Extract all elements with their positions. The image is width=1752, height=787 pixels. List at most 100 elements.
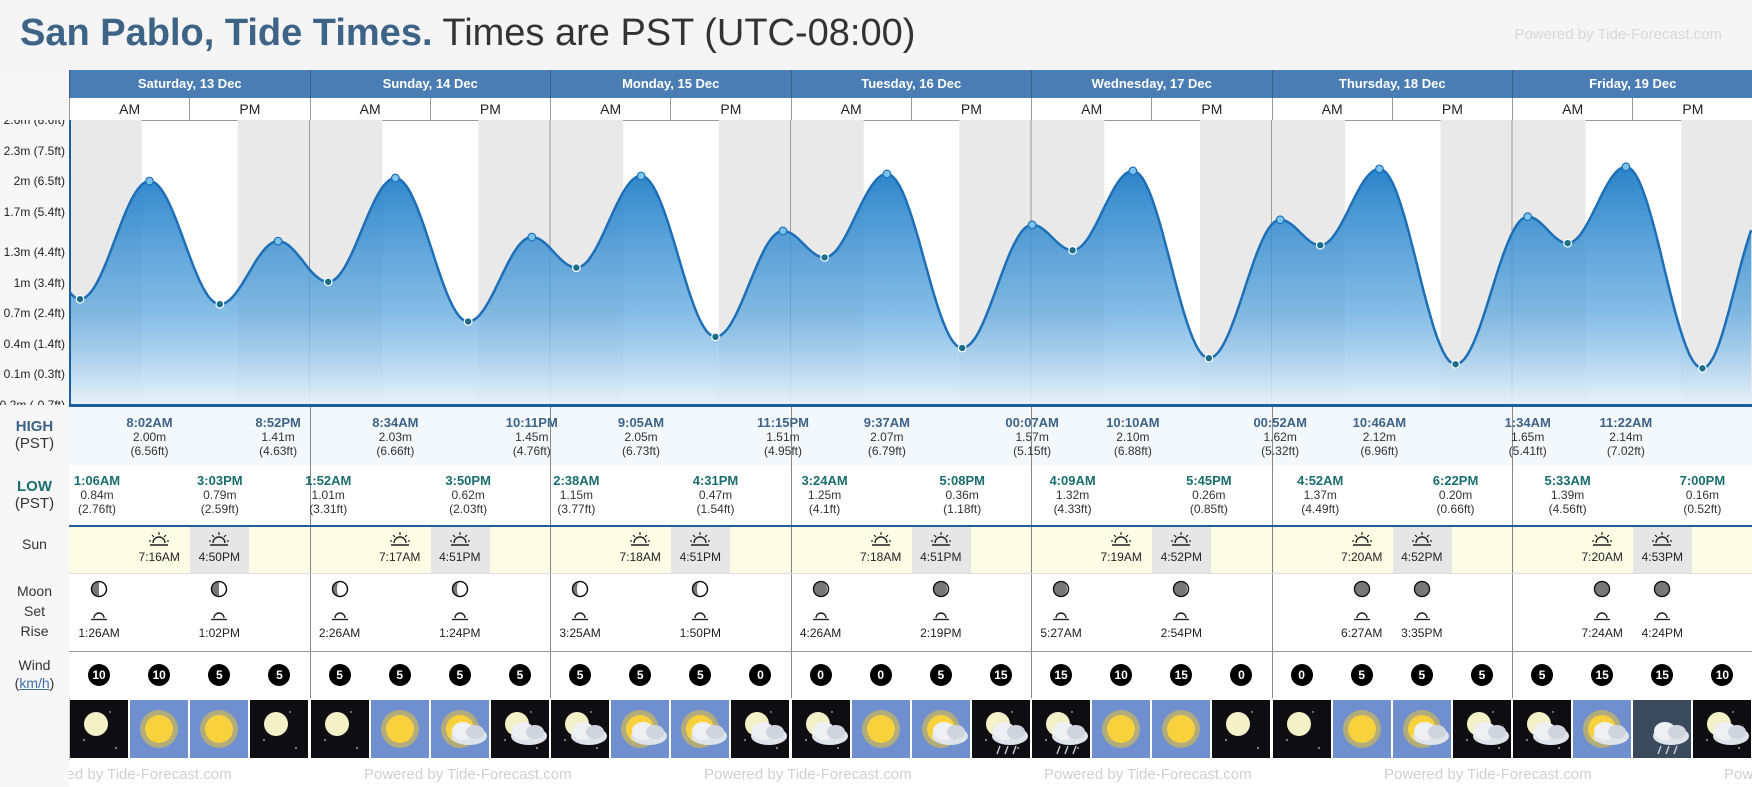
day-separator bbox=[309, 574, 311, 651]
day-separator bbox=[309, 407, 311, 465]
y-tick-label: 2m (6.5ft) bbox=[13, 174, 65, 189]
low-tide-point bbox=[1315, 240, 1325, 250]
timezone-note: Times are PST (UTC-08:00) bbox=[442, 12, 916, 54]
tide-height-ft: (1.18ft) bbox=[943, 502, 982, 516]
sun-time: 7:17AM bbox=[379, 550, 421, 564]
moon-phase-icon bbox=[432, 580, 488, 601]
moon-time: 2:54PM bbox=[1160, 626, 1202, 640]
sunset-entry: 4:51PM bbox=[913, 531, 969, 564]
moonrise-icon bbox=[672, 609, 728, 624]
tide-height-ft: (5.15ft) bbox=[1013, 444, 1052, 458]
tide-time: 6:22PM bbox=[1432, 473, 1479, 488]
sunrise-icon bbox=[372, 531, 428, 550]
wind-speed-icon: 10 bbox=[88, 664, 111, 686]
moon-time: 2:26AM bbox=[318, 626, 361, 640]
sunset-entry: 4:52PM bbox=[1153, 531, 1209, 564]
day-separator bbox=[1512, 465, 1513, 525]
tide-time: 5:45PM bbox=[1186, 473, 1232, 488]
low-tide-point bbox=[820, 253, 829, 262]
title-bar: San Pablo, Tide Times. Times are PST (UT… bbox=[0, 0, 1752, 70]
tide-height-ft: (1.54ft) bbox=[696, 502, 735, 516]
moon-time: 1:26AM bbox=[78, 626, 120, 640]
tide-height-ft: (4.1ft) bbox=[808, 502, 841, 516]
high-tide-point bbox=[1523, 212, 1533, 222]
sunset-entry: 4:51PM bbox=[432, 531, 488, 564]
day-separator bbox=[309, 465, 311, 525]
kmh-unit-link[interactable]: km/h bbox=[19, 675, 50, 691]
high-tide-point bbox=[1027, 220, 1037, 230]
tide-height-m: 2.07m bbox=[870, 430, 904, 444]
moon-phase-icon bbox=[191, 580, 247, 601]
day-header: Tuesday, 16 Dec bbox=[790, 70, 1032, 98]
sunrise-entry: 7:18AM bbox=[853, 531, 909, 564]
tide-time: 4:31PM bbox=[692, 473, 739, 488]
tide-height-ft: (4.33ft) bbox=[1053, 502, 1092, 516]
wind-speed-icon: 5 bbox=[388, 664, 411, 686]
sun-time: 4:52PM bbox=[1160, 550, 1202, 564]
footer-watermark-row: Powered by Tide-Forecast.com Powered by T… bbox=[69, 760, 1752, 787]
pm-label: PM bbox=[1632, 98, 1752, 120]
tide-height-ft: (6.79ft) bbox=[867, 444, 906, 458]
tide-time: 00:52AM bbox=[1253, 415, 1307, 430]
wind-speed-icon: 0 bbox=[1230, 664, 1253, 686]
moon-entry: 3:25AM bbox=[552, 580, 608, 640]
tide-height-m: 2.00m bbox=[132, 430, 167, 444]
high-tide-entry: 9:05AM 2.05m (6.73ft) bbox=[606, 416, 676, 459]
high-tide-point bbox=[1374, 164, 1384, 174]
tide-time: 5:08PM bbox=[939, 473, 985, 488]
sun-weather-icon bbox=[1152, 700, 1211, 758]
day-separator bbox=[1512, 527, 1513, 573]
day-separator bbox=[1031, 527, 1032, 573]
day-separator bbox=[1031, 465, 1032, 525]
sunrise-icon bbox=[1574, 531, 1630, 550]
moon-entry: 7:24AM bbox=[1574, 580, 1630, 640]
sun-time: 4:52PM bbox=[1401, 550, 1443, 564]
low-tide-entry: 4:31PM 0.47m (1.54ft) bbox=[681, 473, 751, 517]
wind-speed-icon: 5 bbox=[929, 664, 952, 686]
moon-phase-icon bbox=[913, 580, 969, 601]
moon-time: 4:26AM bbox=[799, 626, 842, 640]
low-tide-entry: 4:52AM 1.37m (4.49ft) bbox=[1285, 474, 1355, 517]
wind-speed-icon: 5 bbox=[1410, 664, 1433, 686]
am-label: AM bbox=[550, 98, 670, 120]
powered-by-watermark: Powered by Tide-Forecast.com bbox=[1724, 766, 1752, 783]
low-tide-entry: 6:22PM 0.20m (0.66ft) bbox=[1421, 473, 1491, 517]
moon-entry: 2:19PM bbox=[913, 580, 969, 640]
wind-speed-icon: 5 bbox=[569, 664, 592, 686]
moonrise-icon bbox=[432, 609, 488, 624]
day-separator bbox=[1512, 652, 1513, 698]
moonrise-icon bbox=[793, 609, 849, 624]
high-tide-entry: 10:11PM 1.45m (4.76ft) bbox=[497, 416, 567, 459]
wind-speed-icon: 5 bbox=[689, 664, 712, 686]
moon-cloud-weather-icon bbox=[1513, 700, 1572, 758]
sun-weather-icon bbox=[370, 700, 429, 758]
powered-by-watermark: Powered by Tide-Forecast.com bbox=[364, 766, 572, 783]
moon-time: 6:27AM bbox=[1341, 626, 1383, 640]
location-name: San Pablo, Tide Times. bbox=[20, 12, 433, 54]
sunrise-entry: 7:17AM bbox=[372, 531, 428, 564]
high-tide-entry: 00:07AM 1.57m (5.15ft) bbox=[997, 416, 1067, 459]
sun-cloud-weather-icon bbox=[611, 700, 670, 758]
powered-by-watermark: Powered by Tide-Forecast.com bbox=[704, 766, 912, 783]
sunset-icon bbox=[191, 531, 247, 550]
moonrise-icon bbox=[1574, 609, 1630, 624]
tide-height-m: 0.79m bbox=[203, 488, 237, 502]
tide-height-ft: (6.56ft) bbox=[130, 444, 169, 458]
low-tide-entry: 3:50PM 0.62m (2.03ft) bbox=[433, 474, 503, 517]
tide-height-m: 2.10m bbox=[1116, 430, 1150, 444]
moon-entry: 1:02PM bbox=[191, 580, 247, 640]
moon-time: 5:27AM bbox=[1040, 626, 1082, 640]
tide-height-m: 1.15m bbox=[559, 488, 594, 502]
wind-speed-icon: 5 bbox=[268, 664, 291, 686]
wind-speed-icon: 10 bbox=[1110, 664, 1133, 686]
day-separator bbox=[1031, 407, 1032, 465]
tide-height-ft: (0.52ft) bbox=[1683, 502, 1722, 516]
wind-speed-icon: 15 bbox=[1050, 664, 1073, 686]
wind-speed-icon: 15 bbox=[989, 664, 1012, 686]
y-tick-label: 1.7m (5.4ft) bbox=[3, 204, 65, 219]
tide-chart bbox=[69, 120, 1752, 405]
day-separator bbox=[790, 527, 792, 573]
tide-height-ft: (4.63ft) bbox=[259, 444, 298, 458]
moon-time: 3:25AM bbox=[559, 626, 601, 640]
day-separator bbox=[1271, 407, 1273, 465]
